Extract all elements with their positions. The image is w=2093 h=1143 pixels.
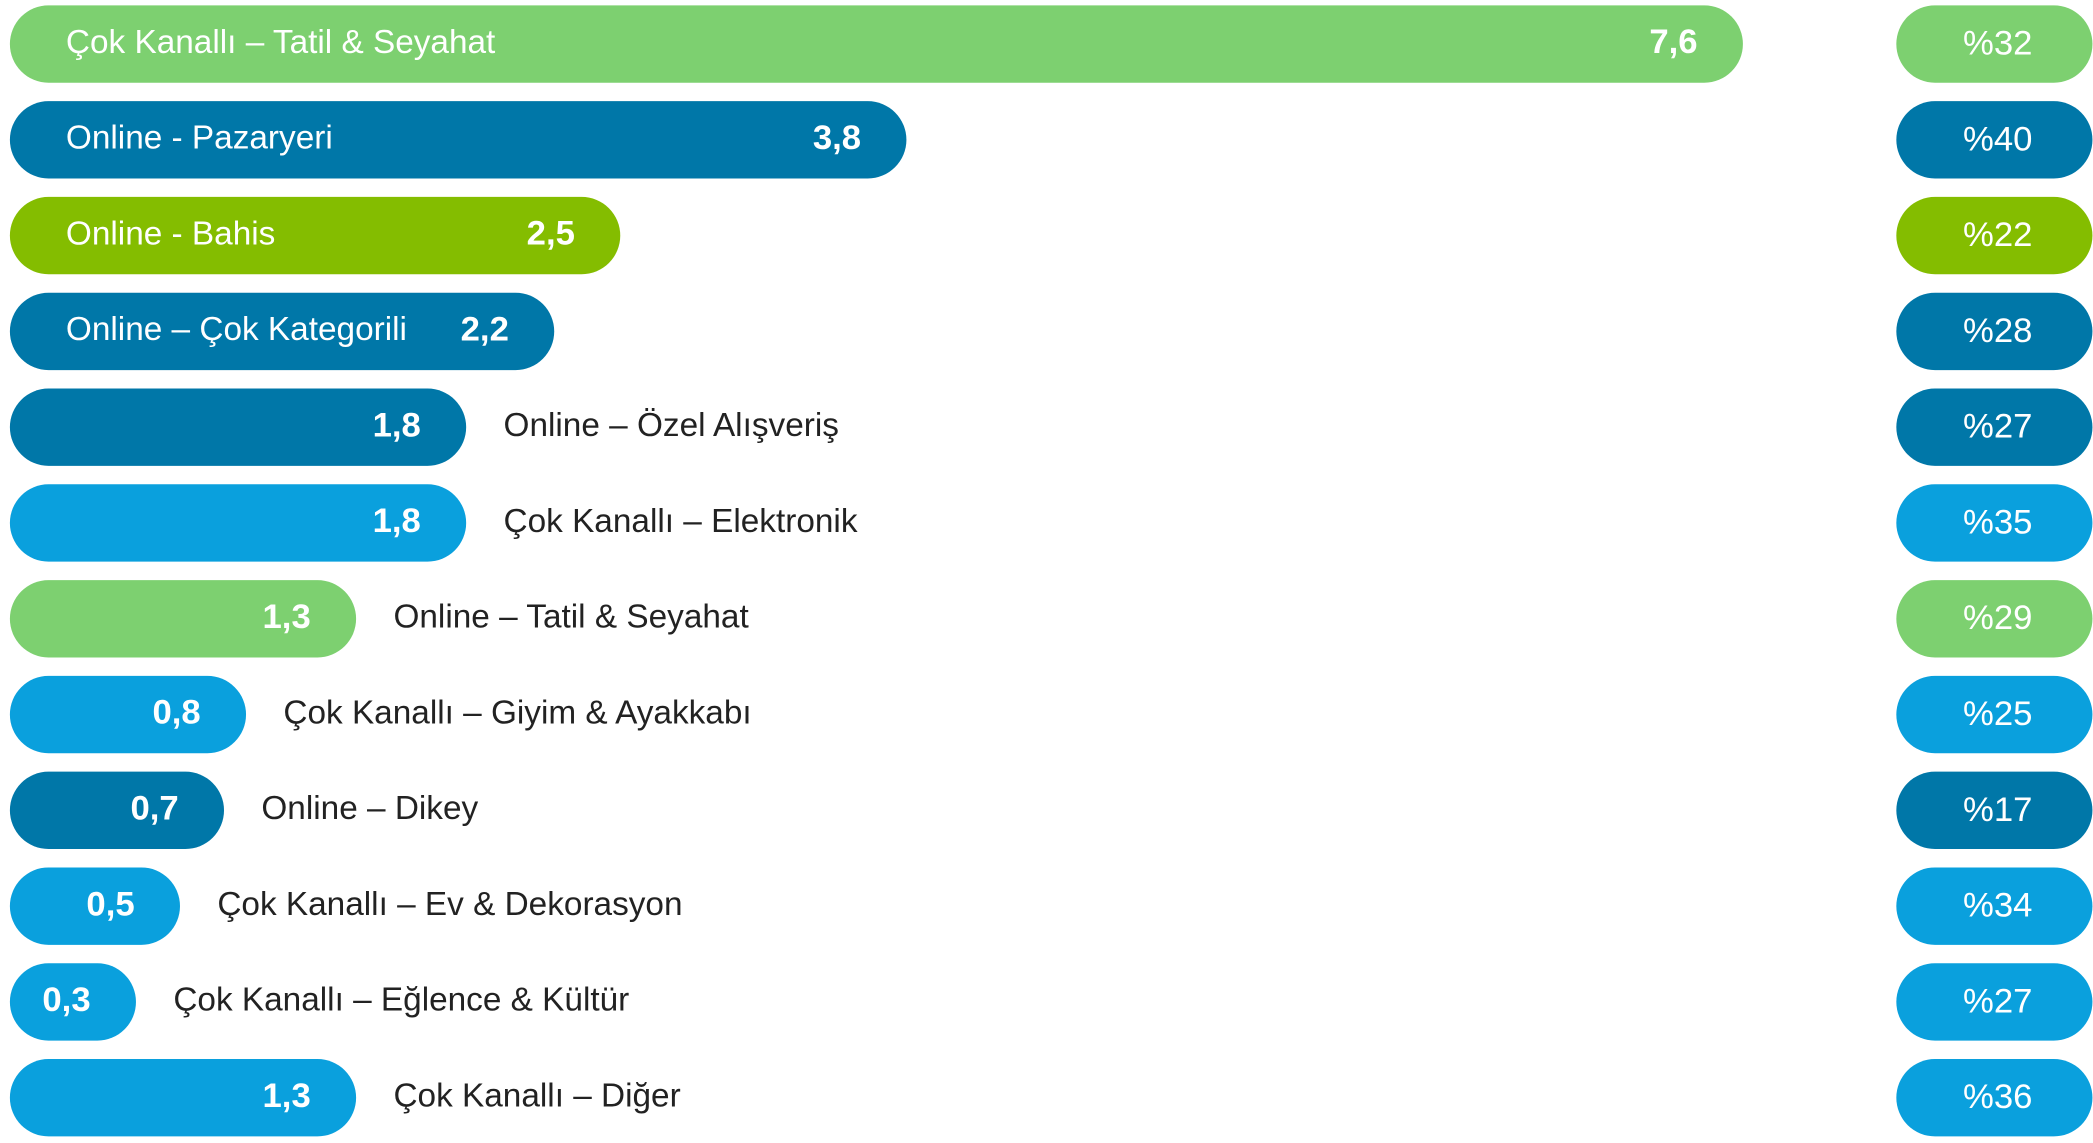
share-pill <box>1896 675 2093 754</box>
bar <box>9 867 180 945</box>
category-label: Çok Kanallı – Tatil & Seyahat <box>66 24 496 61</box>
value-label: 0,7 <box>130 789 178 827</box>
share-pill <box>1896 101 2093 179</box>
share-pill <box>1896 484 2093 562</box>
share-label: %34 <box>1963 887 2032 925</box>
share-label: %28 <box>1963 312 2032 350</box>
share-label: %27 <box>1963 982 2032 1020</box>
share-pill <box>1896 963 2093 1041</box>
share-label: %40 <box>1963 120 2032 158</box>
value-label: 7,6 <box>1649 23 1697 61</box>
value-label: 1,8 <box>373 502 421 540</box>
share-label: %32 <box>1963 25 2032 63</box>
value-label: 2,5 <box>527 215 575 253</box>
share-label: %35 <box>1963 503 2032 541</box>
share-pill <box>1896 196 2093 275</box>
category-label: Çok Kanallı – Eğlence & Kültür <box>173 982 629 1019</box>
share-label: %36 <box>1963 1078 2032 1116</box>
share-label: %25 <box>1963 695 2032 733</box>
bar <box>9 484 467 562</box>
category-label: Online – Özel Alışveriş <box>504 407 839 444</box>
bar <box>9 388 467 466</box>
category-label: Online – Dikey <box>261 790 478 827</box>
bar <box>9 292 555 371</box>
category-label: Online - Pazaryeri <box>66 120 333 157</box>
share-label: %17 <box>1963 791 2032 829</box>
value-label: 0,8 <box>152 694 200 732</box>
bar <box>9 196 621 275</box>
value-label: 2,2 <box>461 311 509 349</box>
value-label: 0,5 <box>86 885 134 923</box>
bar <box>9 771 225 850</box>
category-label: Online – Tatil & Seyahat <box>393 599 749 636</box>
bar <box>9 963 136 1041</box>
share-pill <box>1896 388 2093 466</box>
category-label: Çok Kanallı – Elektronik <box>504 503 858 540</box>
share-label: %22 <box>1963 216 2032 254</box>
share-pill <box>1896 771 2093 850</box>
category-label: Çok Kanallı – Diğer <box>393 1078 680 1115</box>
share-label: %27 <box>1963 408 2032 446</box>
value-label: 0,3 <box>42 981 90 1019</box>
value-label: 1,3 <box>263 598 311 636</box>
bar <box>9 1059 357 1137</box>
category-label: Çok Kanallı – Giyim & Ayakkabı <box>283 694 751 731</box>
category-label: Online - Bahis <box>66 215 275 252</box>
value-label: 1,3 <box>263 1077 311 1115</box>
bar <box>9 5 1743 83</box>
share-pill <box>1896 292 2093 371</box>
share-label: %29 <box>1963 599 2032 637</box>
share-pill <box>1896 867 2093 945</box>
share-pill <box>1896 580 2093 658</box>
bar <box>9 580 357 658</box>
bar <box>9 675 247 754</box>
bar <box>9 101 907 179</box>
share-pill <box>1896 1059 2093 1137</box>
share-pill <box>1896 5 2093 83</box>
value-label: 1,8 <box>373 406 421 444</box>
category-label: Çok Kanallı – Ev & Dekorasyon <box>217 886 682 923</box>
value-label: 3,8 <box>813 119 861 157</box>
category-label: Online – Çok Kategorili <box>66 311 407 348</box>
